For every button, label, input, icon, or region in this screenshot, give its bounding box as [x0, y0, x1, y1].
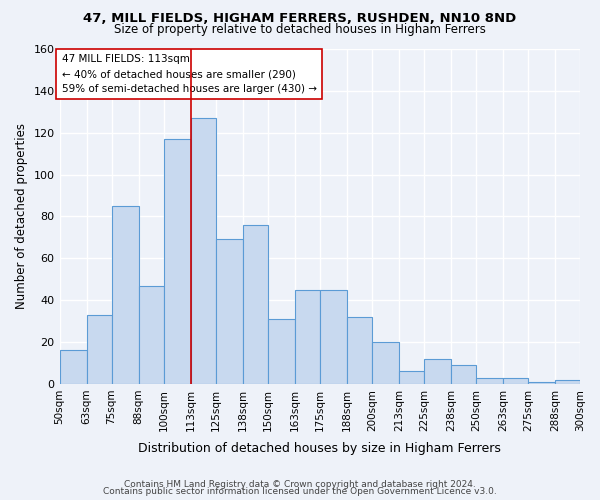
Bar: [320, 290, 347, 384]
Text: Contains public sector information licensed under the Open Government Licence v3: Contains public sector information licen…: [103, 487, 497, 496]
Bar: [164, 139, 191, 384]
Text: Contains HM Land Registry data © Crown copyright and database right 2024.: Contains HM Land Registry data © Crown c…: [124, 480, 476, 489]
Bar: [528, 382, 555, 384]
Bar: [451, 365, 476, 384]
Bar: [191, 118, 215, 384]
Bar: [59, 350, 86, 384]
Bar: [215, 240, 243, 384]
Bar: [424, 359, 451, 384]
Bar: [347, 317, 372, 384]
Text: 47 MILL FIELDS: 113sqm
← 40% of detached houses are smaller (290)
59% of semi-de: 47 MILL FIELDS: 113sqm ← 40% of detached…: [62, 54, 317, 94]
Bar: [139, 286, 164, 384]
Text: Size of property relative to detached houses in Higham Ferrers: Size of property relative to detached ho…: [114, 22, 486, 36]
Y-axis label: Number of detached properties: Number of detached properties: [15, 124, 28, 310]
Bar: [476, 378, 503, 384]
Bar: [555, 380, 580, 384]
Bar: [503, 378, 528, 384]
Bar: [295, 290, 320, 384]
X-axis label: Distribution of detached houses by size in Higham Ferrers: Distribution of detached houses by size …: [139, 442, 501, 455]
Bar: [399, 372, 424, 384]
Bar: [243, 225, 268, 384]
Bar: [268, 319, 295, 384]
Text: 47, MILL FIELDS, HIGHAM FERRERS, RUSHDEN, NN10 8ND: 47, MILL FIELDS, HIGHAM FERRERS, RUSHDEN…: [83, 12, 517, 26]
Bar: [372, 342, 399, 384]
Bar: [86, 315, 112, 384]
Bar: [112, 206, 139, 384]
